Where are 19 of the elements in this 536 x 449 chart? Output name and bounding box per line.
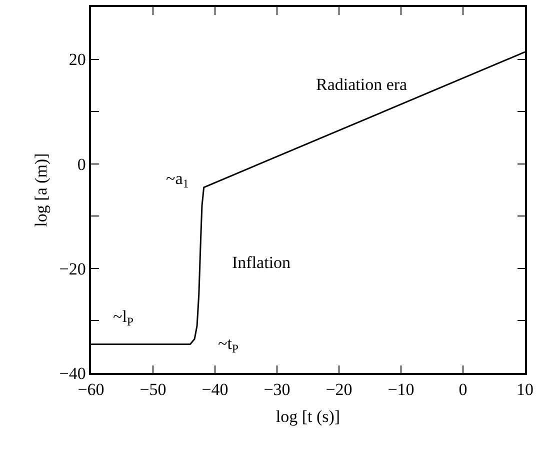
- x-tick-label: −10: [388, 380, 414, 400]
- annotation: Radiation era: [316, 75, 408, 94]
- y-tick-label: −40: [59, 364, 86, 383]
- x-tick-label: −50: [140, 380, 166, 400]
- annotation: ~a$_{1}$: [166, 169, 189, 191]
- y-axis-title: log [a (m)]: [31, 153, 50, 227]
- x-tick-label: −20: [326, 380, 352, 400]
- x-tick-label: 10: [516, 380, 534, 400]
- y-tick-label: 20: [68, 50, 86, 70]
- annotation: ~l$_{P}$: [113, 307, 134, 329]
- y-tick-label: −20: [59, 259, 86, 278]
- y-tick-label: 0: [77, 154, 86, 174]
- annotation: Inflation: [232, 253, 292, 272]
- x-tick-label: −60: [78, 380, 104, 400]
- x-tick-label: −40: [202, 380, 228, 400]
- x-tick-label: −30: [264, 380, 290, 400]
- x-tick-label: 0: [458, 380, 468, 400]
- x-axis-title: log [t (s)]: [276, 407, 340, 426]
- annotation: ~t$_{P}$: [218, 334, 239, 356]
